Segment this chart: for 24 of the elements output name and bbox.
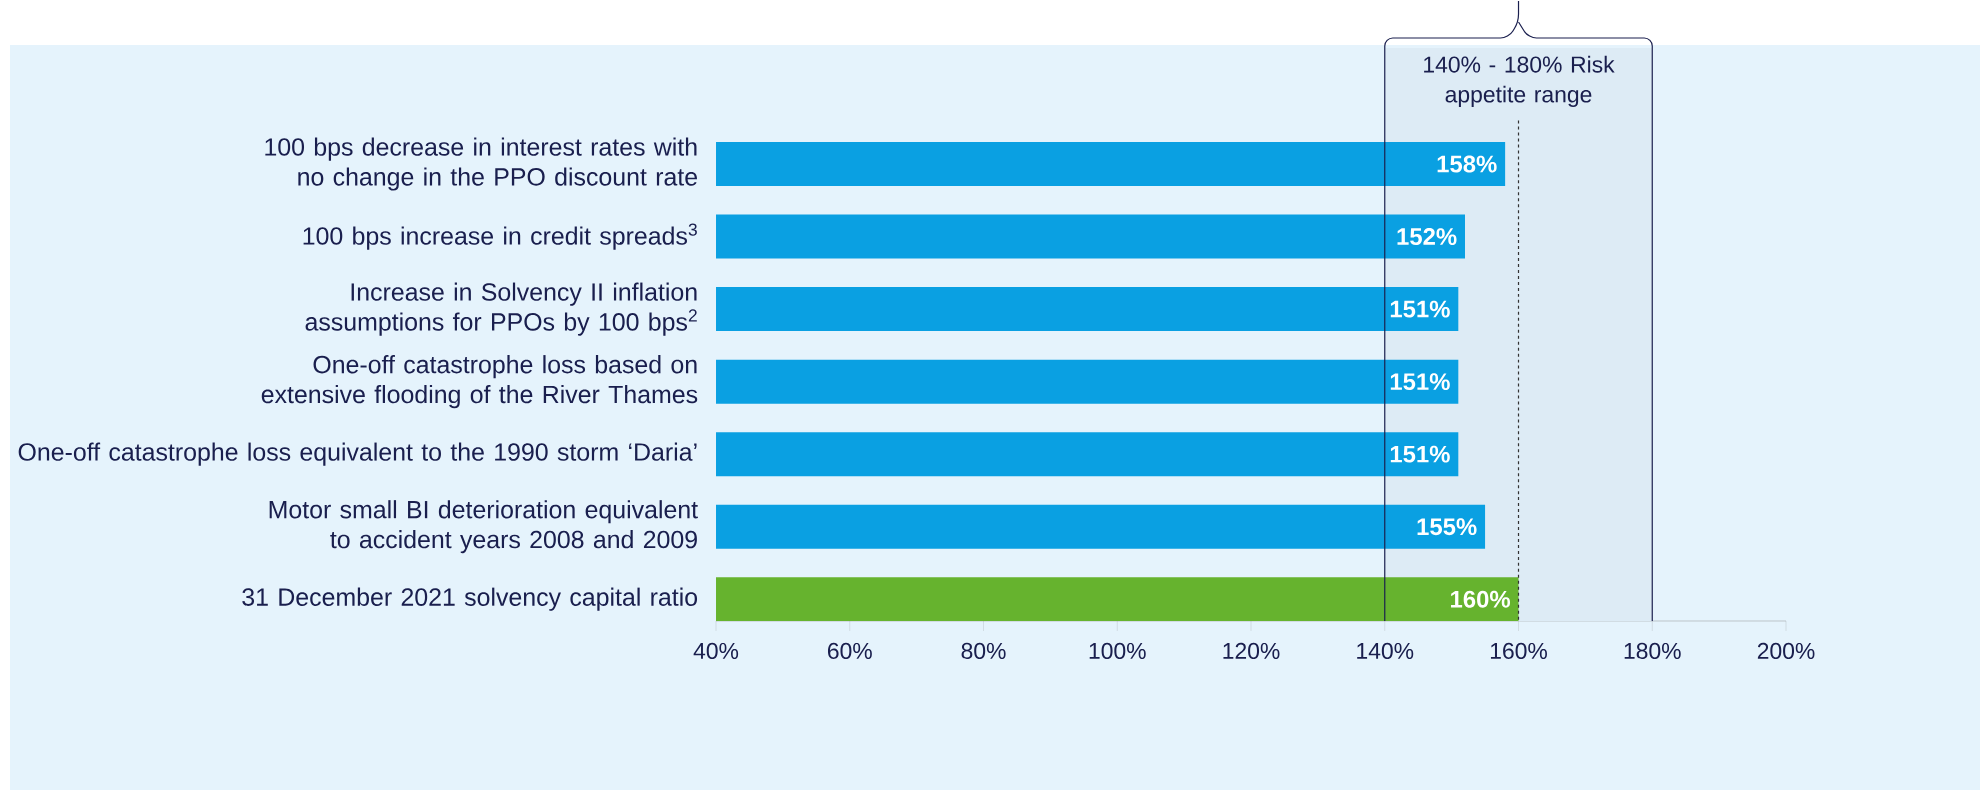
x-tick-label: 180% (1624, 642, 1681, 660)
y-tick-label: Motor small BI deterioration equivalent to accident years 2008 and 2009 (269, 500, 698, 554)
data-label: 151% (1390, 445, 1450, 463)
y-tick-label: 31 December 2021 solvency capital ratio (242, 587, 698, 611)
x-tick-label: 120% (1223, 642, 1280, 660)
data-label: 155% (1417, 518, 1477, 536)
y-tick-label: 100 bps increase in credit spreads$^{3}$ (303, 223, 697, 250)
x-tick-label: 200% (1757, 642, 1815, 660)
data-label: 160% (1451, 590, 1511, 608)
x-tick-label: 160% (1490, 642, 1547, 660)
data-label: 151% (1390, 300, 1450, 318)
x-tick-label: 80% (961, 642, 1006, 660)
x-tick-label: 100% (1089, 642, 1146, 660)
y-tick-label: Increase in Solvency II inflation assumptions for PPOs by 100 bps$^{2}$ (305, 282, 697, 336)
band-label: 140% - 180% Risk appetite range (1424, 55, 1615, 108)
data-label: 158% (1437, 155, 1497, 173)
x-tick-label: 140% (1357, 642, 1414, 660)
data-label: 151% (1390, 373, 1450, 391)
y-tick-label: One-off catastrophe loss equivalent to the 1990 storm ‘Daria’ (18, 442, 697, 466)
x-tick-label: 60% (827, 642, 872, 660)
x-tick-label: 40% (693, 642, 739, 660)
y-tick-label: One-off catastrophe loss based on extensive flooding of the River Thames (261, 355, 698, 409)
data-label: 152% (1397, 228, 1457, 246)
y-tick-label: 100 bps decrease in interest rates with no change in the PPO discount rate (265, 137, 697, 191)
